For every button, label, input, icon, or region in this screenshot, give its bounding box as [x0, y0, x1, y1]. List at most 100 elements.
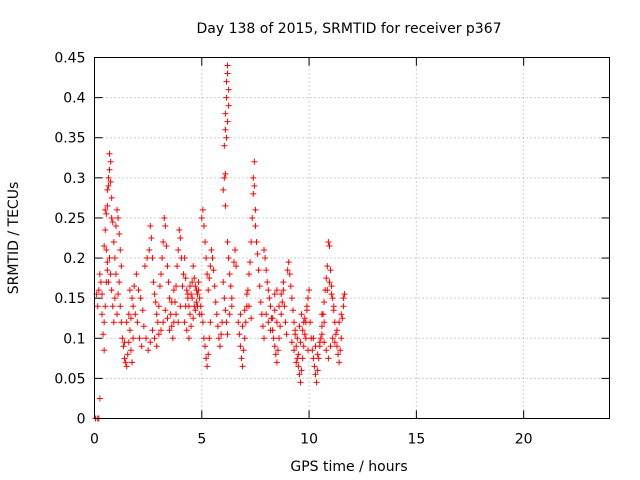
data-point — [324, 263, 331, 270]
data-point — [270, 335, 277, 342]
data-point — [115, 214, 122, 221]
data-point — [271, 343, 278, 350]
data-point — [177, 235, 184, 241]
data-point — [321, 339, 328, 346]
data-point — [177, 303, 184, 310]
data-point — [151, 291, 158, 298]
data-point — [325, 239, 332, 246]
data-point — [159, 255, 166, 262]
data-point — [108, 287, 115, 294]
data-point — [271, 291, 278, 298]
data-point — [141, 263, 148, 270]
data-point — [340, 295, 347, 302]
data-point — [123, 363, 130, 370]
data-point — [221, 295, 228, 302]
data-point — [238, 355, 245, 362]
data-point — [222, 307, 229, 314]
data-point — [209, 255, 216, 262]
data-point — [292, 327, 299, 334]
data-point — [244, 287, 251, 294]
data-point — [228, 303, 235, 310]
data-point — [224, 331, 231, 338]
data-point — [252, 222, 259, 229]
data-point — [236, 331, 243, 338]
data-point — [208, 247, 215, 254]
data-point — [105, 174, 112, 181]
data-point — [176, 226, 183, 233]
data-point — [311, 363, 318, 370]
data-point — [312, 343, 319, 350]
plot-frame — [94, 57, 610, 419]
data-point — [227, 283, 234, 290]
data-point — [232, 247, 239, 254]
data-point — [297, 379, 304, 386]
data-point — [109, 303, 116, 310]
data-point — [333, 327, 340, 334]
data-point — [111, 255, 118, 262]
data-point — [280, 287, 287, 294]
data-point — [194, 291, 201, 298]
data-point — [212, 299, 219, 306]
data-point — [291, 347, 298, 354]
data-point — [161, 214, 168, 221]
x-tick-label: 0 — [90, 432, 99, 448]
data-point — [207, 319, 214, 326]
data-point — [104, 259, 111, 266]
data-point — [291, 319, 298, 326]
data-point — [145, 347, 152, 354]
data-point — [314, 367, 321, 374]
data-point — [271, 307, 278, 314]
data-point — [132, 311, 139, 318]
data-point — [149, 327, 156, 334]
data-point — [155, 303, 162, 310]
data-point — [222, 202, 229, 209]
x-tick-label: 15 — [407, 432, 425, 448]
data-point — [222, 126, 229, 133]
data-point — [273, 287, 280, 294]
data-point — [164, 315, 171, 322]
data-point — [285, 259, 292, 266]
data-point — [261, 247, 268, 254]
data-point — [221, 142, 228, 149]
data-point — [96, 395, 103, 402]
y-tick-label: 0.25 — [54, 211, 85, 227]
data-point — [203, 355, 210, 362]
data-point — [338, 335, 345, 342]
data-point — [192, 283, 199, 290]
y-tick-label: 0.45 — [54, 51, 85, 67]
data-point — [166, 327, 173, 334]
data-point — [289, 307, 296, 314]
data-point — [295, 363, 302, 370]
data-point — [263, 267, 270, 274]
data-point — [324, 287, 331, 294]
data-point — [107, 271, 114, 278]
data-point — [262, 255, 269, 262]
data-point — [237, 311, 244, 318]
axis-ticks — [94, 57, 610, 419]
data-point — [265, 319, 272, 326]
data-point — [105, 279, 112, 286]
data-point — [242, 319, 249, 326]
data-point — [196, 295, 203, 302]
data-point — [109, 218, 116, 225]
data-point — [102, 303, 109, 310]
data-point — [162, 222, 169, 229]
data-point — [133, 271, 140, 278]
data-point — [137, 295, 144, 302]
data-point — [180, 271, 187, 278]
data-point — [160, 319, 167, 326]
data-point — [181, 319, 188, 326]
data-point — [104, 267, 111, 274]
data-point — [249, 214, 256, 221]
data-point — [226, 271, 233, 278]
data-point — [305, 295, 312, 302]
data-point — [329, 295, 336, 302]
data-point — [96, 271, 103, 278]
data-point — [202, 239, 209, 246]
data-point — [144, 255, 151, 262]
data-point — [204, 271, 211, 278]
data-point — [115, 291, 122, 298]
y-tick-label: 0.35 — [54, 131, 85, 147]
data-point — [107, 178, 114, 185]
